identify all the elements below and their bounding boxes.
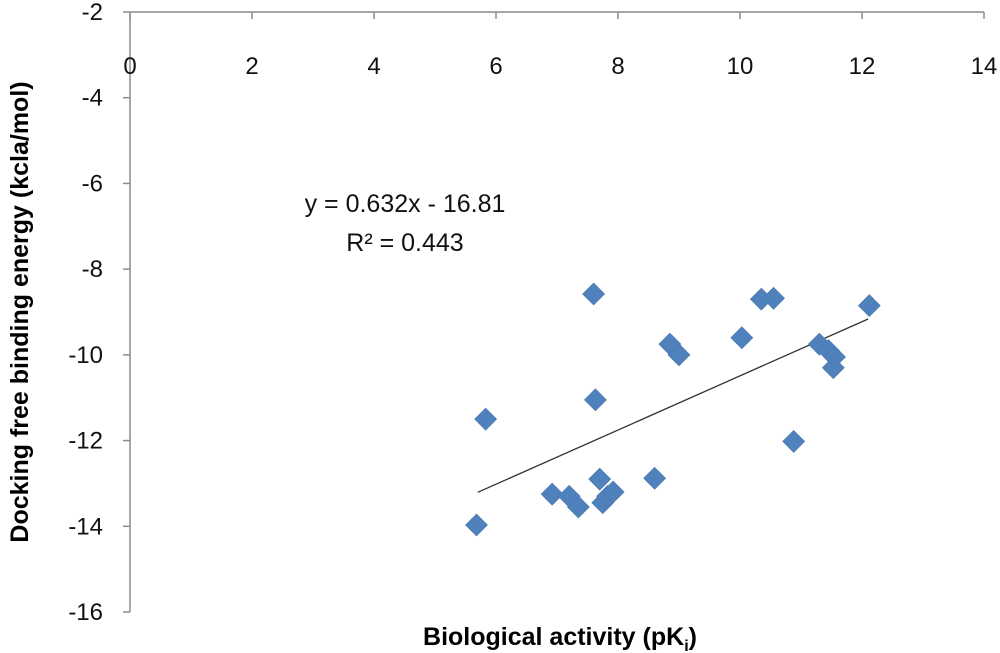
y-axis-title: Docking free binding energy (kcla/mol) [6, 81, 34, 542]
y-tick-label: -16 [68, 599, 103, 626]
r-squared-label: R² = 0.443 [346, 229, 463, 257]
data-point [540, 482, 564, 506]
x-tick-label: 10 [727, 53, 754, 80]
x-tick-label: 2 [245, 53, 258, 80]
x-axis-title-main: Biological activity (pK [423, 623, 684, 651]
data-point [588, 467, 612, 491]
data-point [584, 388, 607, 412]
data-point [857, 294, 881, 317]
y-tick-label: -12 [68, 428, 103, 455]
data-point [465, 513, 488, 537]
data-point [762, 286, 785, 310]
data-point [667, 343, 691, 367]
data-point [730, 326, 754, 350]
axes [129, 11, 984, 612]
y-tick-label: -2 [82, 0, 103, 26]
x-axis-title-end: ) [689, 623, 697, 651]
data-point [566, 495, 590, 519]
x-axis-title-subscript: i [684, 638, 688, 653]
data-point [474, 407, 498, 431]
y-tick-label: -6 [82, 170, 103, 197]
y-tick-label: -10 [68, 342, 103, 369]
data-point [582, 282, 606, 306]
x-axis-title: Biological activity (pKi) [423, 623, 697, 653]
x-tick-group: 0 2 4 6 8 10 12 14 [123, 12, 997, 80]
y-tick-group: -2 -4 -6 -8 -10 -12 -14 -16 [68, 0, 130, 626]
trendline-equation: y = 0.632x - 16.81 [305, 190, 506, 218]
trendline [477, 318, 869, 493]
data-points [465, 282, 881, 537]
x-tick-label: 4 [367, 53, 380, 80]
data-point [601, 480, 625, 504]
y-tick-label: -4 [82, 85, 103, 112]
x-tick-label: 6 [489, 53, 502, 80]
data-point [782, 430, 806, 453]
y-tick-label: -8 [82, 256, 103, 283]
y-tick-label: -14 [68, 513, 103, 540]
data-point [643, 466, 667, 490]
x-tick-label: 0 [123, 53, 136, 80]
x-tick-label: 8 [611, 53, 624, 80]
x-tick-label: 12 [849, 53, 876, 80]
data-point [821, 356, 845, 380]
x-tick-label: 14 [971, 53, 998, 80]
